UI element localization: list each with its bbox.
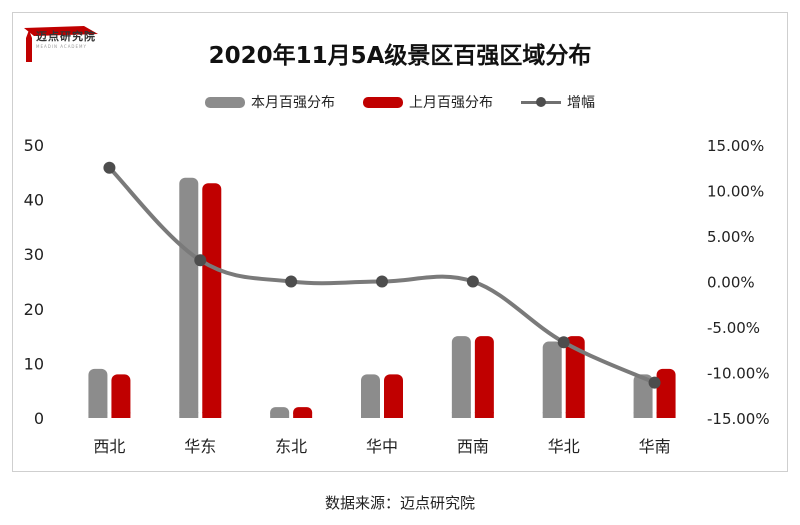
- right-axis-tick-label: -10.00%: [707, 365, 770, 383]
- legend-label-last-month: 上月百强分布: [409, 95, 493, 111]
- growth-point: [648, 376, 661, 389]
- category-label: 东北: [275, 437, 307, 456]
- right-axis-tick-label: 15.00%: [707, 137, 764, 155]
- bar-last-month: [384, 374, 403, 418]
- bar-last-month: [474, 336, 494, 418]
- left-axis-tick-label: 20: [24, 300, 44, 319]
- right-axis-tick-label: -15.00%: [707, 410, 770, 428]
- chart-title: 2020年11月5A级景区百强区域分布: [208, 43, 592, 69]
- chart-plot: 0 10 20 30 40 50 -15.00% -10.00% -5.00% 0.00% 5.00…: [24, 136, 770, 456]
- left-axis-tick-label: 40: [24, 191, 44, 210]
- category-label: 华东: [184, 437, 216, 456]
- growth-point: [376, 275, 388, 288]
- left-axis-tick-label: 30: [24, 245, 44, 264]
- bar-this-month-base: [270, 412, 290, 418]
- legend-item-this-month: 本月百强分布: [205, 92, 335, 112]
- category-label: 华中: [366, 437, 398, 456]
- left-axis-tick-label: 10: [24, 354, 44, 373]
- right-axis-tick-label: 0.00%: [707, 274, 755, 292]
- bar-last-month-base: [111, 412, 131, 418]
- bar-this-month: [633, 374, 653, 418]
- growth-point: [285, 275, 298, 288]
- bar-last-month: [656, 368, 676, 418]
- bar-this-month: [179, 177, 199, 418]
- legend-item-growth: 增幅: [521, 92, 595, 112]
- bar-last-month-base: [293, 412, 313, 418]
- right-axis-tick-label: 5.00%: [707, 228, 755, 246]
- chart-frame: [12, 12, 788, 472]
- legend-swatch-this-month: [205, 96, 245, 108]
- bar-this-month: [88, 368, 108, 418]
- legend-swatch-growth: [521, 96, 561, 108]
- category-label: 西南: [457, 437, 489, 456]
- left-axis-tick-label: 50: [24, 136, 44, 155]
- right-axis-tick-label: -5.00%: [707, 319, 760, 337]
- growth-point: [103, 161, 116, 174]
- category-label: 西北: [93, 437, 125, 456]
- bar-this-month-base: [633, 412, 653, 418]
- bar-this-month-base: [361, 412, 380, 418]
- logo-name: 迈点研究院: [36, 30, 96, 43]
- legend-swatch-last-month: [363, 96, 403, 108]
- logo-mark-icon: [24, 26, 98, 62]
- bar-last-month: [111, 374, 131, 418]
- left-axis-tick-label: 0: [34, 409, 44, 428]
- source-note: 数据来源：迈点研究院: [324, 494, 475, 512]
- logo: [22, 24, 100, 66]
- legend-item-last-month: 上月百强分布: [363, 92, 493, 112]
- bar-this-month-base: [88, 412, 108, 418]
- bar-last-month: [565, 336, 585, 418]
- bar-last-month-base: [656, 412, 676, 418]
- category-label: 华北: [548, 437, 580, 456]
- bar-last-month-base: [474, 412, 494, 418]
- growth-point: [194, 254, 207, 267]
- bar-this-month: [542, 341, 562, 418]
- bar-last-month-base: [202, 412, 222, 418]
- bar-last-month-base: [565, 412, 585, 418]
- legend: 本月百强分布 上月百强分布 增幅: [0, 92, 800, 112]
- legend-label-this-month: 本月百强分布: [251, 95, 335, 111]
- growth-point: [557, 336, 570, 349]
- growth-point: [466, 275, 479, 288]
- bar-this-month-base: [542, 412, 562, 418]
- legend-label-growth: 增幅: [567, 95, 595, 111]
- category-label: 华南: [639, 437, 671, 456]
- bar-this-month: [361, 374, 380, 418]
- bar-last-month: [202, 183, 222, 418]
- bar-this-month-base: [179, 412, 199, 418]
- bar-this-month: [451, 336, 471, 418]
- logo-subtitle: MEADIN ACADEMY: [36, 44, 87, 49]
- right-axis-tick-label: 10.00%: [707, 183, 764, 201]
- bar-this-month-base: [451, 412, 471, 418]
- bar-last-month-base: [384, 412, 403, 418]
